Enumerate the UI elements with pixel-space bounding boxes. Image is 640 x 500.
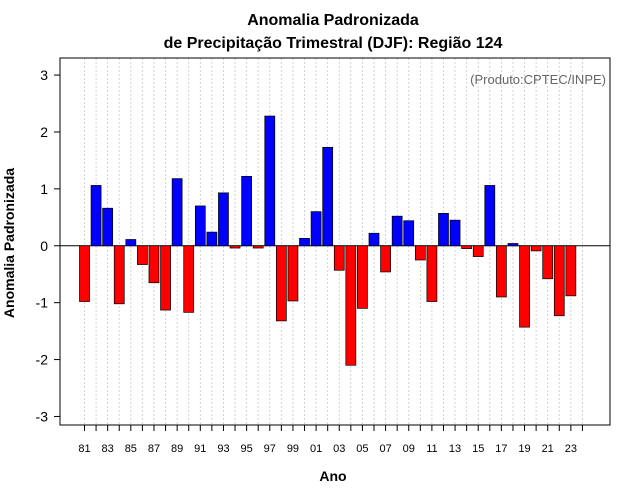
chart-title-line1: Anomalia Padronizada [247,12,419,29]
y-tick-label: -2 [36,352,49,368]
bar-2001 [310,211,322,247]
bar-1985 [125,239,137,247]
x-tick-label: 23 [565,443,577,455]
bar-2015 [472,245,484,257]
y-tick-label: 0 [40,238,48,254]
x-tick-label: 13 [449,443,461,455]
x-tick-label: 09 [403,443,415,455]
bar-2007 [380,245,391,273]
x-tick-label: 95 [240,443,252,455]
bar-2009 [403,220,415,247]
bar-1988 [160,245,171,311]
x-tick-label: 03 [333,443,345,455]
bar-1986 [137,245,148,265]
bar-1984 [113,245,125,305]
plot-area [59,57,611,426]
x-axis: 81 83 85 87 89 91 93 95 97 99 01 03 05 07 09 11 13 15 17 19… [78,425,583,455]
bar-2002 [322,146,334,247]
bar-2018 [507,243,519,247]
x-tick-label: 81 [78,443,90,455]
x-tick-label: 17 [495,443,507,455]
y-tick-label: 3 [40,67,48,83]
x-tick-label: 11 [426,443,437,455]
bar-2000 [299,238,310,247]
bar-1992 [206,231,218,247]
x-tick-label: 87 [148,443,160,455]
bar-2021 [542,245,554,280]
x-tick-label: 19 [518,443,530,455]
x-tick-label: 01 [310,443,322,455]
bar-2005 [357,245,368,309]
bar-1995 [241,176,252,247]
bar-2017 [496,245,507,298]
bar-2020 [530,245,542,252]
y-tick-label: -3 [36,408,49,424]
bar-1997 [264,115,276,247]
vertical-gridlines [84,58,583,425]
bar-2011 [426,245,438,302]
y-axis: -3 -2 -1 0 1 2 3 [36,67,60,424]
y-tick-label: 2 [40,124,48,140]
bar-1994 [229,245,241,249]
bar-1981 [79,245,90,302]
x-tick-label: 89 [171,443,183,455]
bar-1998 [276,245,287,322]
x-tick-label: 83 [102,443,114,455]
bar-1982 [90,185,102,247]
bar-1990 [183,245,195,313]
bars [79,115,577,366]
x-tick-label: 21 [542,443,554,455]
bar-2010 [414,245,426,261]
x-tick-label: 91 [194,443,206,455]
bar-1989 [171,178,183,247]
source-note: (Produto:CPTEC/INPE) [470,72,606,87]
x-tick-label: 07 [379,443,391,455]
bar-2013 [449,219,461,247]
bar-2004 [345,245,357,366]
bar-2019 [519,245,530,328]
bar-2012 [438,212,449,247]
bar-1993 [218,192,229,247]
bar-1991 [194,205,206,247]
x-tick-label: 99 [287,443,299,455]
bar-2022 [553,245,565,317]
bar-2023 [565,245,577,297]
bar-1999 [287,245,299,302]
bar-2014 [461,245,472,249]
bar-2003 [333,245,345,271]
bar-2006 [368,232,380,247]
x-tick-label: 85 [125,443,137,455]
y-tick-label: 1 [40,181,48,197]
chart-title-line2: de Precipitação Trimestral (DJF): Região… [164,35,503,52]
y-tick-label: -1 [36,295,49,311]
bar-1987 [148,245,160,284]
x-tick-label: 97 [264,443,276,455]
x-tick-label: 15 [472,443,484,455]
x-tick-label: 93 [217,443,229,455]
x-axis-label: Ano [319,468,346,484]
bar-2008 [391,215,403,247]
x-tick-label: 05 [356,443,368,455]
bar-1996 [252,245,264,249]
bar-2016 [484,185,496,247]
y-axis-label: Anomalia Padronizada [1,168,17,318]
bar-1983 [102,207,114,247]
